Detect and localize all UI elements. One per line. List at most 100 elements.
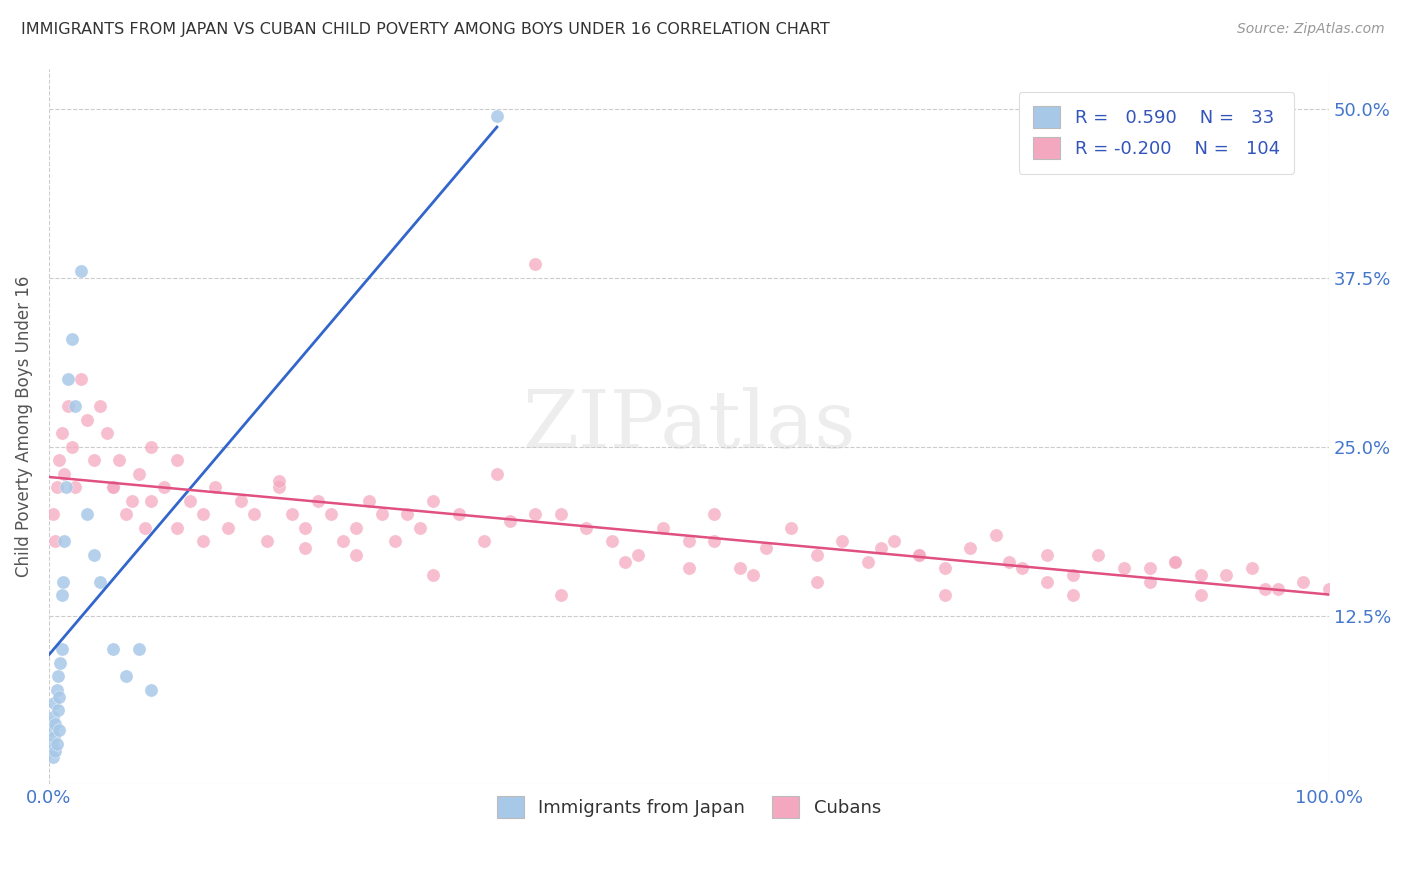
Point xyxy=(48,690,70,704)
Point xyxy=(1164,555,1187,569)
Point xyxy=(41,737,63,751)
Point xyxy=(89,399,111,413)
Point xyxy=(114,508,136,522)
Point xyxy=(422,493,444,508)
Point xyxy=(83,548,105,562)
Point xyxy=(48,453,70,467)
Point xyxy=(1254,582,1277,596)
Point xyxy=(703,508,725,522)
Point xyxy=(409,521,432,535)
Point xyxy=(908,548,931,562)
Point xyxy=(1112,561,1135,575)
Point xyxy=(344,548,367,562)
Point xyxy=(53,467,76,481)
Point xyxy=(269,474,291,488)
Point xyxy=(76,508,98,522)
Point xyxy=(191,534,214,549)
Point xyxy=(76,413,98,427)
Point xyxy=(141,440,163,454)
Point xyxy=(166,453,188,467)
Point xyxy=(83,453,105,467)
Point xyxy=(908,548,931,562)
Point xyxy=(357,493,380,508)
Point xyxy=(869,541,891,555)
Point xyxy=(600,534,623,549)
Point xyxy=(728,561,751,575)
Point xyxy=(51,642,73,657)
Point xyxy=(121,493,143,508)
Point xyxy=(332,534,354,549)
Point xyxy=(447,508,470,522)
Point xyxy=(319,508,342,522)
Point xyxy=(52,574,75,589)
Point xyxy=(108,453,131,467)
Point xyxy=(1240,561,1263,575)
Point xyxy=(42,508,65,522)
Point xyxy=(934,561,956,575)
Point xyxy=(831,534,853,549)
Point xyxy=(499,514,522,528)
Point xyxy=(242,508,264,522)
Point xyxy=(472,534,495,549)
Point xyxy=(396,508,419,522)
Point xyxy=(51,588,73,602)
Point xyxy=(70,264,93,278)
Point xyxy=(1011,561,1033,575)
Point xyxy=(1292,574,1315,589)
Point xyxy=(780,521,803,535)
Point xyxy=(96,426,118,441)
Point xyxy=(485,109,508,123)
Point xyxy=(1139,561,1161,575)
Point xyxy=(42,697,65,711)
Point xyxy=(652,521,675,535)
Point xyxy=(166,521,188,535)
Point xyxy=(755,541,778,555)
Point xyxy=(959,541,981,555)
Point xyxy=(294,521,316,535)
Point xyxy=(883,534,905,549)
Point xyxy=(191,508,214,522)
Point xyxy=(56,372,79,386)
Point xyxy=(485,467,508,481)
Point xyxy=(42,750,65,764)
Point xyxy=(45,682,67,697)
Text: Source: ZipAtlas.com: Source: ZipAtlas.com xyxy=(1237,22,1385,37)
Point xyxy=(703,534,725,549)
Point xyxy=(153,480,176,494)
Text: IMMIGRANTS FROM JAPAN VS CUBAN CHILD POVERTY AMONG BOYS UNDER 16 CORRELATION CHA: IMMIGRANTS FROM JAPAN VS CUBAN CHILD POV… xyxy=(21,22,830,37)
Point xyxy=(128,467,150,481)
Point xyxy=(70,372,93,386)
Point xyxy=(806,574,828,589)
Point xyxy=(55,480,77,494)
Point xyxy=(998,555,1021,569)
Point xyxy=(101,480,124,494)
Point xyxy=(217,521,239,535)
Point xyxy=(1267,582,1289,596)
Point xyxy=(42,730,65,744)
Point xyxy=(41,723,63,738)
Point xyxy=(45,480,67,494)
Point xyxy=(39,744,62,758)
Point xyxy=(101,642,124,657)
Text: ZIPatlas: ZIPatlas xyxy=(522,387,856,466)
Y-axis label: Child Poverty Among Boys Under 16: Child Poverty Among Boys Under 16 xyxy=(15,276,32,577)
Point xyxy=(51,426,73,441)
Point xyxy=(48,723,70,738)
Point xyxy=(384,534,406,549)
Point xyxy=(63,480,86,494)
Point xyxy=(128,642,150,657)
Point xyxy=(53,534,76,549)
Point xyxy=(1036,548,1059,562)
Point xyxy=(741,568,763,582)
Point xyxy=(678,534,700,549)
Point xyxy=(141,493,163,508)
Point xyxy=(550,508,572,522)
Point xyxy=(49,656,72,670)
Point xyxy=(294,541,316,555)
Point xyxy=(627,548,650,562)
Point xyxy=(1062,588,1084,602)
Point xyxy=(134,521,156,535)
Point xyxy=(60,332,83,346)
Point xyxy=(141,682,163,697)
Point xyxy=(89,574,111,589)
